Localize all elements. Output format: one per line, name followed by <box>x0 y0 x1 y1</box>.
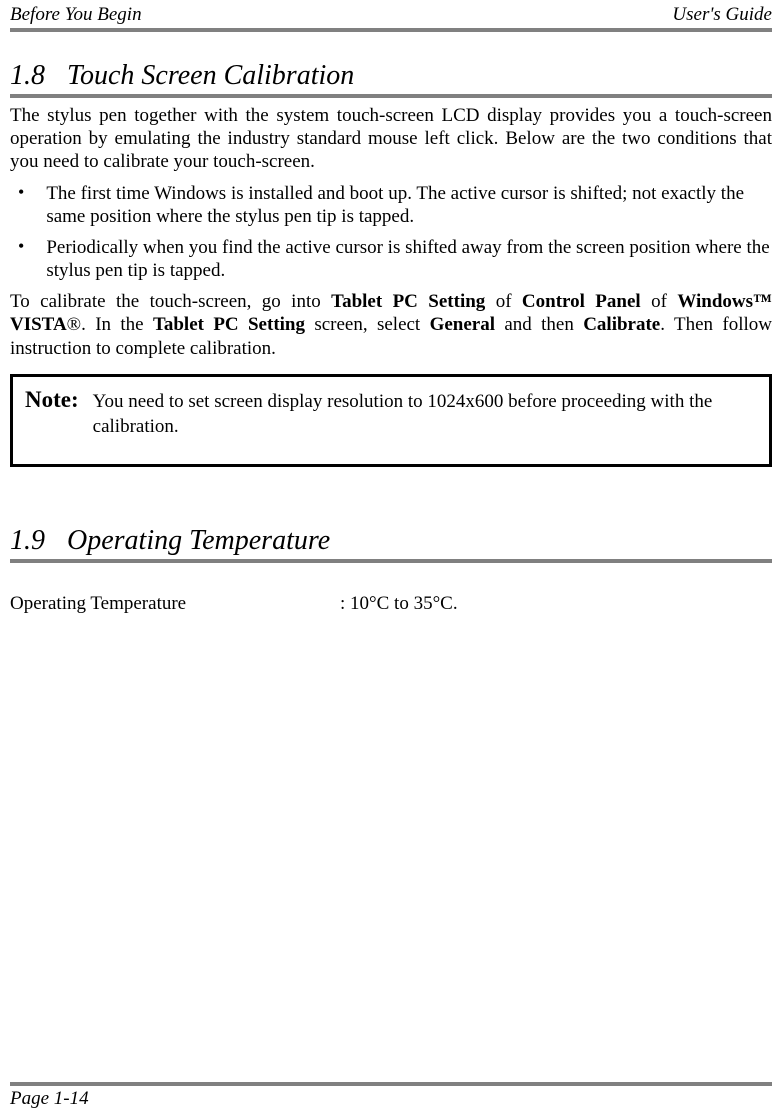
bullet-list: • The first time Windows is installed an… <box>10 182 772 283</box>
note-content: Note: You need to set screen display res… <box>25 387 757 440</box>
bold-text: Calibrate <box>583 314 660 335</box>
bold-text: Tablet PC Setting <box>331 291 485 312</box>
section-1-8-para-2: To calibrate the touch-screen, go into T… <box>10 290 772 360</box>
text-fragment: of <box>485 291 522 312</box>
bold-text: Control Panel <box>522 291 641 312</box>
footer-divider <box>10 1082 772 1086</box>
page-number: Page 1-14 <box>10 1088 772 1118</box>
text-fragment: To calibrate the touch-screen, go into <box>10 291 331 312</box>
section-title: Touch Screen Calibration <box>67 60 354 91</box>
text-fragment: ®. In the <box>67 314 153 335</box>
section-divider <box>10 559 772 563</box>
section-1-8-heading: 1.8 Touch Screen Calibration <box>10 60 772 92</box>
text-fragment: screen, select <box>305 314 430 335</box>
header-divider <box>10 28 772 32</box>
section-title: Operating Temperature <box>67 525 330 556</box>
note-text: You need to set screen display resolutio… <box>93 387 757 440</box>
spec-value: : 10°C to 35°C. <box>340 593 772 615</box>
note-box: Note: You need to set screen display res… <box>10 374 772 467</box>
bullet-text: Periodically when you find the active cu… <box>46 236 772 282</box>
bullet-icon: • <box>18 182 24 228</box>
bold-text: Tablet PC Setting <box>153 314 305 335</box>
bullet-icon: • <box>18 236 24 282</box>
note-label: Note: <box>25 387 79 440</box>
spec-row: Operating Temperature : 10°C to 35°C. <box>10 593 772 615</box>
bullet-item: • Periodically when you find the active … <box>10 236 772 282</box>
text-fragment: and then <box>495 314 583 335</box>
section-number: 1.9 <box>10 525 45 557</box>
page-header: Before You Begin User's Guide <box>10 0 772 28</box>
header-right: User's Guide <box>672 4 772 26</box>
section-divider <box>10 94 772 98</box>
header-left: Before You Begin <box>10 4 142 26</box>
page-footer: Page 1-14 <box>10 1082 772 1118</box>
section-1-8-para-1: The stylus pen together with the system … <box>10 104 772 174</box>
bold-text: General <box>430 314 495 335</box>
bullet-text: The first time Windows is installed and … <box>46 182 772 228</box>
text-fragment: of <box>641 291 678 312</box>
bullet-item: • The first time Windows is installed an… <box>10 182 772 228</box>
section-number: 1.8 <box>10 60 45 92</box>
section-1-9-heading: 1.9 Operating Temperature <box>10 525 772 557</box>
spec-label: Operating Temperature <box>10 593 340 615</box>
